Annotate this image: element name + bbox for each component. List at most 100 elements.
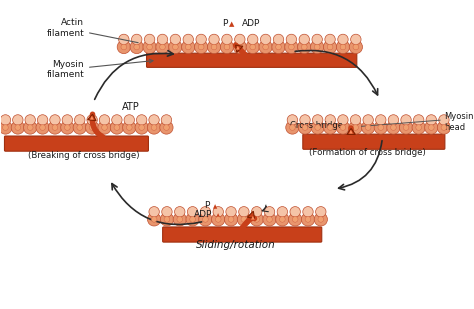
Circle shape [147, 121, 161, 134]
Circle shape [185, 44, 191, 50]
Circle shape [151, 217, 157, 222]
Text: ADP: ADP [242, 19, 261, 28]
Circle shape [325, 34, 335, 44]
Circle shape [305, 217, 311, 222]
Text: P: P [204, 201, 210, 210]
FancyBboxPatch shape [4, 136, 148, 151]
Circle shape [114, 125, 120, 130]
Circle shape [196, 34, 206, 44]
FancyBboxPatch shape [303, 134, 445, 149]
Circle shape [340, 44, 346, 50]
Text: ▲: ▲ [229, 21, 235, 27]
Circle shape [143, 40, 156, 54]
Circle shape [74, 115, 85, 125]
Circle shape [276, 44, 282, 50]
Circle shape [426, 115, 437, 125]
Circle shape [25, 115, 36, 125]
Circle shape [300, 115, 310, 125]
Circle shape [182, 40, 195, 54]
Circle shape [362, 121, 375, 134]
Circle shape [173, 44, 178, 50]
Circle shape [15, 125, 21, 130]
Circle shape [127, 125, 132, 130]
Circle shape [164, 217, 170, 222]
Circle shape [441, 125, 447, 130]
Circle shape [202, 217, 208, 222]
Circle shape [87, 115, 97, 125]
Circle shape [323, 40, 337, 54]
Circle shape [299, 121, 311, 134]
Text: Myosin
head: Myosin head [444, 112, 474, 132]
Circle shape [228, 217, 234, 222]
Circle shape [349, 40, 363, 54]
Circle shape [273, 34, 284, 44]
Circle shape [36, 121, 49, 134]
Circle shape [85, 121, 99, 134]
Circle shape [160, 121, 173, 134]
Circle shape [388, 115, 399, 125]
Circle shape [324, 121, 337, 134]
Circle shape [211, 44, 217, 50]
Circle shape [2, 125, 8, 130]
Circle shape [254, 217, 260, 222]
Circle shape [226, 207, 236, 217]
Circle shape [365, 125, 371, 130]
Circle shape [160, 44, 165, 50]
Circle shape [156, 40, 169, 54]
Circle shape [139, 125, 145, 130]
Circle shape [199, 213, 212, 226]
Circle shape [310, 40, 324, 54]
Circle shape [101, 125, 107, 130]
Circle shape [301, 213, 315, 226]
Circle shape [428, 125, 434, 130]
Polygon shape [236, 45, 243, 52]
Circle shape [416, 125, 421, 130]
Circle shape [208, 40, 221, 54]
Circle shape [52, 125, 58, 130]
Circle shape [147, 44, 153, 50]
Circle shape [123, 121, 136, 134]
Text: ▲: ▲ [236, 44, 239, 49]
Circle shape [147, 213, 161, 226]
Circle shape [272, 40, 285, 54]
Circle shape [337, 115, 348, 125]
Circle shape [378, 125, 383, 130]
FancyBboxPatch shape [146, 53, 357, 67]
Circle shape [112, 115, 122, 125]
Circle shape [173, 213, 186, 226]
Circle shape [413, 115, 424, 125]
Circle shape [124, 115, 135, 125]
Circle shape [337, 40, 350, 54]
Circle shape [290, 207, 301, 217]
Circle shape [292, 217, 298, 222]
Text: ▲: ▲ [213, 204, 217, 209]
Circle shape [13, 115, 23, 125]
Circle shape [224, 213, 237, 226]
Circle shape [252, 207, 262, 217]
Circle shape [312, 115, 323, 125]
Circle shape [338, 34, 348, 44]
Circle shape [314, 213, 328, 226]
Circle shape [280, 217, 285, 222]
Circle shape [325, 115, 336, 125]
Text: Cross bridge: Cross bridge [290, 121, 348, 131]
Circle shape [264, 207, 275, 217]
Circle shape [183, 34, 193, 44]
Circle shape [220, 40, 234, 54]
Circle shape [276, 213, 289, 226]
Circle shape [285, 40, 298, 54]
Circle shape [121, 44, 127, 50]
Circle shape [162, 207, 172, 217]
Circle shape [391, 125, 396, 130]
Circle shape [209, 34, 219, 44]
Text: (Breaking of cross bridge): (Breaking of cross bridge) [28, 151, 140, 160]
Circle shape [200, 207, 210, 217]
Circle shape [316, 207, 326, 217]
Circle shape [290, 125, 295, 130]
Circle shape [145, 34, 155, 44]
Circle shape [117, 40, 130, 54]
Circle shape [425, 121, 438, 134]
Circle shape [137, 115, 147, 125]
Circle shape [233, 40, 246, 54]
Circle shape [340, 125, 346, 130]
